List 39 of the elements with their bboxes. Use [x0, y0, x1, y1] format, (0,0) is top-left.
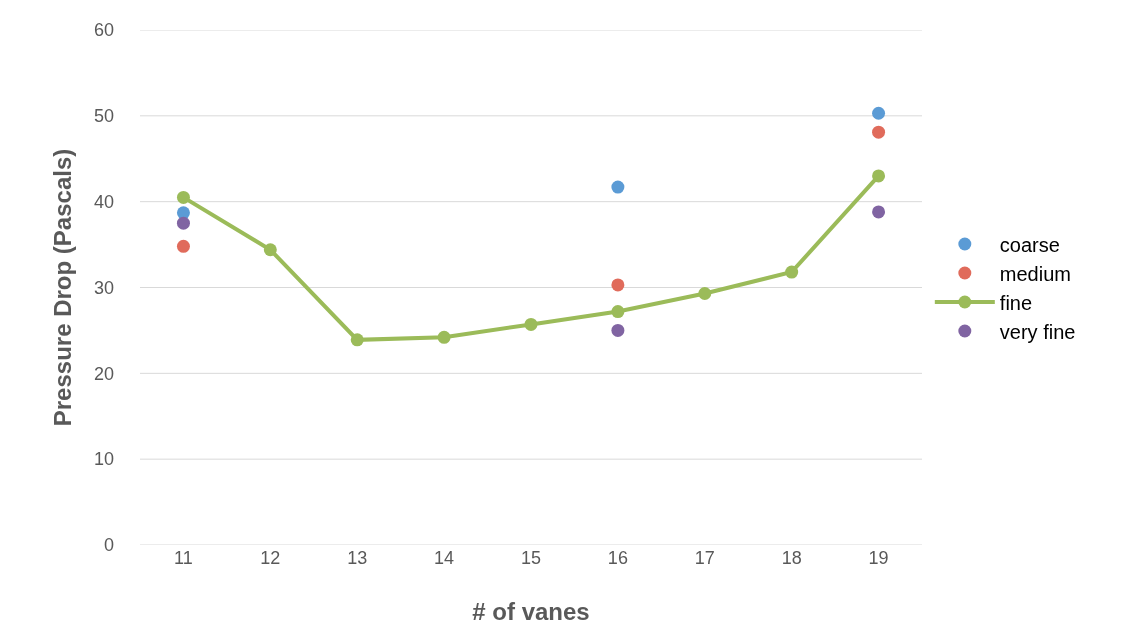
- y-tick-label: 30: [93, 277, 114, 298]
- point: [176, 239, 190, 253]
- point: [872, 125, 886, 139]
- point: [872, 106, 886, 120]
- x-axis-title: # of vanes: [472, 598, 590, 625]
- point: [698, 287, 712, 300]
- y-axis-title: Pressure Drop (Pascals): [49, 148, 77, 427]
- x-tick-label: 19: [868, 548, 889, 568]
- x-tick-label: 12: [260, 548, 281, 568]
- point: [437, 330, 451, 344]
- point: [611, 323, 625, 337]
- point: [872, 169, 886, 183]
- legend-label: coarse: [999, 233, 1060, 256]
- point: [611, 305, 625, 319]
- legend-label: very fine: [999, 320, 1076, 343]
- y-tick-label: 60: [93, 20, 114, 41]
- y-tick-label: 40: [93, 191, 114, 212]
- point: [872, 205, 886, 219]
- point: [611, 278, 625, 292]
- y-tick-label: 10: [93, 449, 114, 470]
- x-tick-label: 13: [347, 548, 368, 568]
- point: [176, 190, 190, 204]
- y-tick-label: 50: [93, 106, 114, 127]
- x-tick-label: 16: [607, 548, 628, 568]
- point: [785, 265, 799, 279]
- x-tick-label: 18: [781, 548, 802, 568]
- x-tick-label: 14: [434, 548, 455, 568]
- legend-label: medium: [999, 262, 1071, 285]
- y-tick-label: 0: [103, 535, 114, 556]
- x-tick-label: 11: [174, 548, 193, 568]
- point: [611, 180, 625, 194]
- y-tick-label: 20: [93, 363, 114, 384]
- x-tick-label: 15: [520, 548, 542, 568]
- point: [263, 243, 277, 257]
- x-tick-label: 17: [694, 548, 715, 568]
- point: [176, 216, 190, 230]
- legend-label: fine: [999, 291, 1033, 314]
- point: [350, 333, 364, 347]
- point: [524, 317, 538, 331]
